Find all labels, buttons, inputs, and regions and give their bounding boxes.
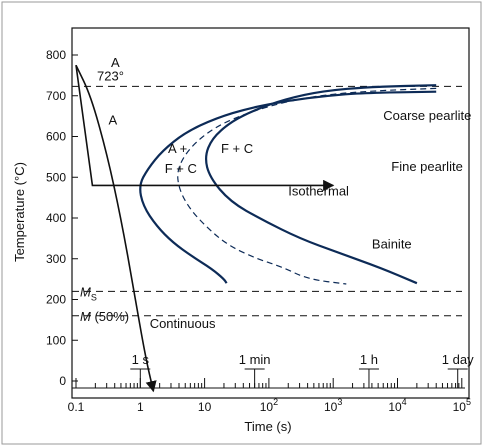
time-marker-label: 1 s xyxy=(132,352,150,367)
region-label: Continuous xyxy=(150,316,216,331)
region-label: Bainite xyxy=(372,237,412,252)
y-tick-label: 300 xyxy=(46,252,66,266)
x-tick-label: 103 xyxy=(324,397,342,414)
cooling-paths xyxy=(75,64,335,393)
eutectoid-temperature-label: 723° xyxy=(97,68,124,83)
y-tick-label: 400 xyxy=(46,211,66,225)
region-label: Isothermal xyxy=(288,184,349,199)
y-axis-title: Temperature (°C) xyxy=(12,162,27,262)
time-marker-label: 1 min xyxy=(239,352,271,367)
finish-curve-line xyxy=(204,84,437,285)
plot-frame xyxy=(71,27,470,399)
axis-ticks: 0 100 200 300 400 500 600 700 800 0.1 1 10 102 103 104… xyxy=(46,48,471,414)
region-label: F + C xyxy=(221,141,253,156)
continuous-cooling-line xyxy=(75,64,157,393)
y-tick-label: 800 xyxy=(46,48,66,62)
region-labels: A A A + F + C F + C Coarse pearlite Fine pearl… xyxy=(108,55,471,331)
x-tick-label: 1 xyxy=(137,400,144,414)
region-label: Coarse pearlite xyxy=(383,108,471,123)
region-label: A xyxy=(108,112,117,127)
x-axis-title: Time (s) xyxy=(244,419,291,434)
y-tick-label: 500 xyxy=(46,170,66,184)
y-tick-label: 0 xyxy=(59,374,66,388)
transformation-curves xyxy=(139,84,437,285)
isothermal-path-line xyxy=(75,65,335,191)
region-label: F + C xyxy=(165,161,197,176)
y-tick-label: 700 xyxy=(46,89,66,103)
time-marker-label: 1 h xyxy=(360,352,378,367)
martensite-start-label: MS xyxy=(80,284,97,302)
x-tick-label: 10 xyxy=(198,400,212,414)
region-label: A xyxy=(111,55,120,70)
y-tick-label: 600 xyxy=(46,130,66,144)
50-percent-curve-line xyxy=(177,87,437,285)
x-tick-label: 0.1 xyxy=(68,400,85,414)
x-tick-label: 102 xyxy=(260,397,278,414)
time-marker-label: 1 day xyxy=(442,352,474,367)
y-tick-label: 200 xyxy=(46,293,66,307)
plot-area-border xyxy=(71,27,470,399)
x-tick-label: 105 xyxy=(453,397,471,414)
y-tick-label: 100 xyxy=(46,333,66,347)
martensite-50-percent-label: M (50%) xyxy=(80,309,129,324)
region-label: Fine pearlite xyxy=(391,159,463,174)
time-markers: 1 s 1 min 1 h 1 day xyxy=(130,352,474,388)
x-tick-label: 104 xyxy=(388,397,406,414)
region-label: A + xyxy=(168,141,187,156)
